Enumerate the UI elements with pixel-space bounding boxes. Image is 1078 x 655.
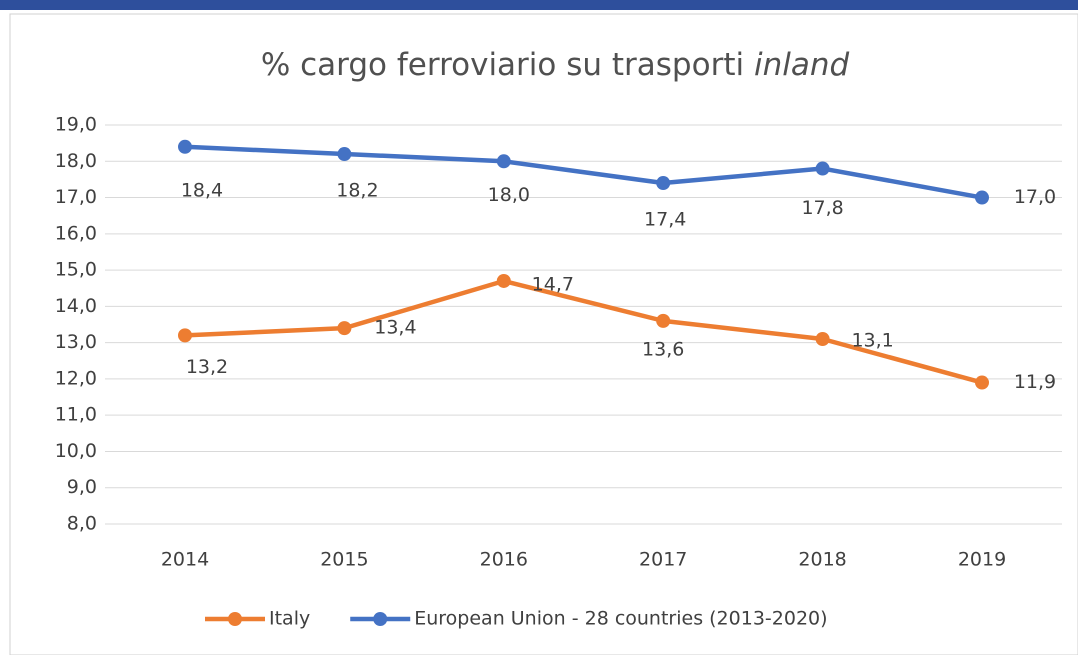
x-tick-label: 2019 bbox=[958, 549, 1006, 571]
y-tick-label: 9,0 bbox=[67, 476, 97, 498]
series-line bbox=[184, 278, 983, 385]
marker bbox=[337, 321, 352, 336]
marker bbox=[975, 190, 989, 205]
top-bar bbox=[0, 0, 1078, 10]
data-label: 17,0 bbox=[1014, 186, 1056, 208]
title-main: % cargo ferroviario su trasporti bbox=[261, 47, 744, 83]
marker bbox=[178, 139, 192, 154]
x-tick-label: 2016 bbox=[480, 549, 528, 571]
data-label: 13,2 bbox=[186, 356, 228, 378]
data-label: 18,4 bbox=[181, 179, 223, 201]
y-tick-label: 18,0 bbox=[55, 150, 97, 172]
series-line bbox=[184, 144, 983, 200]
y-tick-label: 10,0 bbox=[55, 440, 97, 462]
y-tick-label: 17,0 bbox=[55, 186, 97, 208]
marker bbox=[815, 332, 830, 347]
y-tick-label: 19,0 bbox=[55, 114, 97, 136]
chart-title: % cargo ferroviario su trasporti inland bbox=[261, 47, 850, 83]
marker bbox=[178, 328, 192, 343]
legend-label: Italy bbox=[269, 608, 310, 630]
data-label: 17,8 bbox=[801, 197, 843, 219]
legend-marker bbox=[228, 612, 242, 626]
marker bbox=[975, 375, 989, 390]
data-label: 14,7 bbox=[532, 273, 574, 295]
title-emphasis: inland bbox=[754, 47, 850, 83]
x-tick-label: 2015 bbox=[320, 549, 368, 571]
data-label: 17,4 bbox=[644, 209, 686, 231]
x-tick-label: 2017 bbox=[639, 549, 687, 571]
y-tick-label: 12,0 bbox=[55, 367, 97, 389]
marker bbox=[496, 154, 511, 169]
data-label: 13,1 bbox=[851, 330, 893, 352]
y-tick-label: 16,0 bbox=[55, 222, 97, 244]
marker bbox=[656, 176, 671, 191]
y-tick-label: 13,0 bbox=[55, 331, 97, 353]
marker bbox=[656, 313, 671, 328]
y-tick-label: 15,0 bbox=[55, 259, 97, 281]
legend-marker bbox=[373, 612, 388, 626]
y-tick-label: 14,0 bbox=[55, 295, 97, 317]
legend-label: European Union - 28 countries (2013-2020… bbox=[414, 608, 827, 630]
marker bbox=[337, 147, 352, 162]
data-label: 18,2 bbox=[336, 180, 378, 202]
data-label: 13,4 bbox=[374, 317, 416, 339]
data-label: 13,6 bbox=[642, 338, 684, 360]
marker bbox=[815, 161, 830, 176]
y-tick-label: 8,0 bbox=[67, 513, 97, 535]
x-tick-label: 2014 bbox=[161, 549, 209, 571]
x-tick-label: 2018 bbox=[798, 549, 846, 571]
y-tick-label: 11,0 bbox=[55, 404, 97, 426]
data-label: 11,9 bbox=[1014, 371, 1056, 393]
data-label: 18,0 bbox=[488, 184, 530, 206]
marker bbox=[496, 273, 511, 288]
